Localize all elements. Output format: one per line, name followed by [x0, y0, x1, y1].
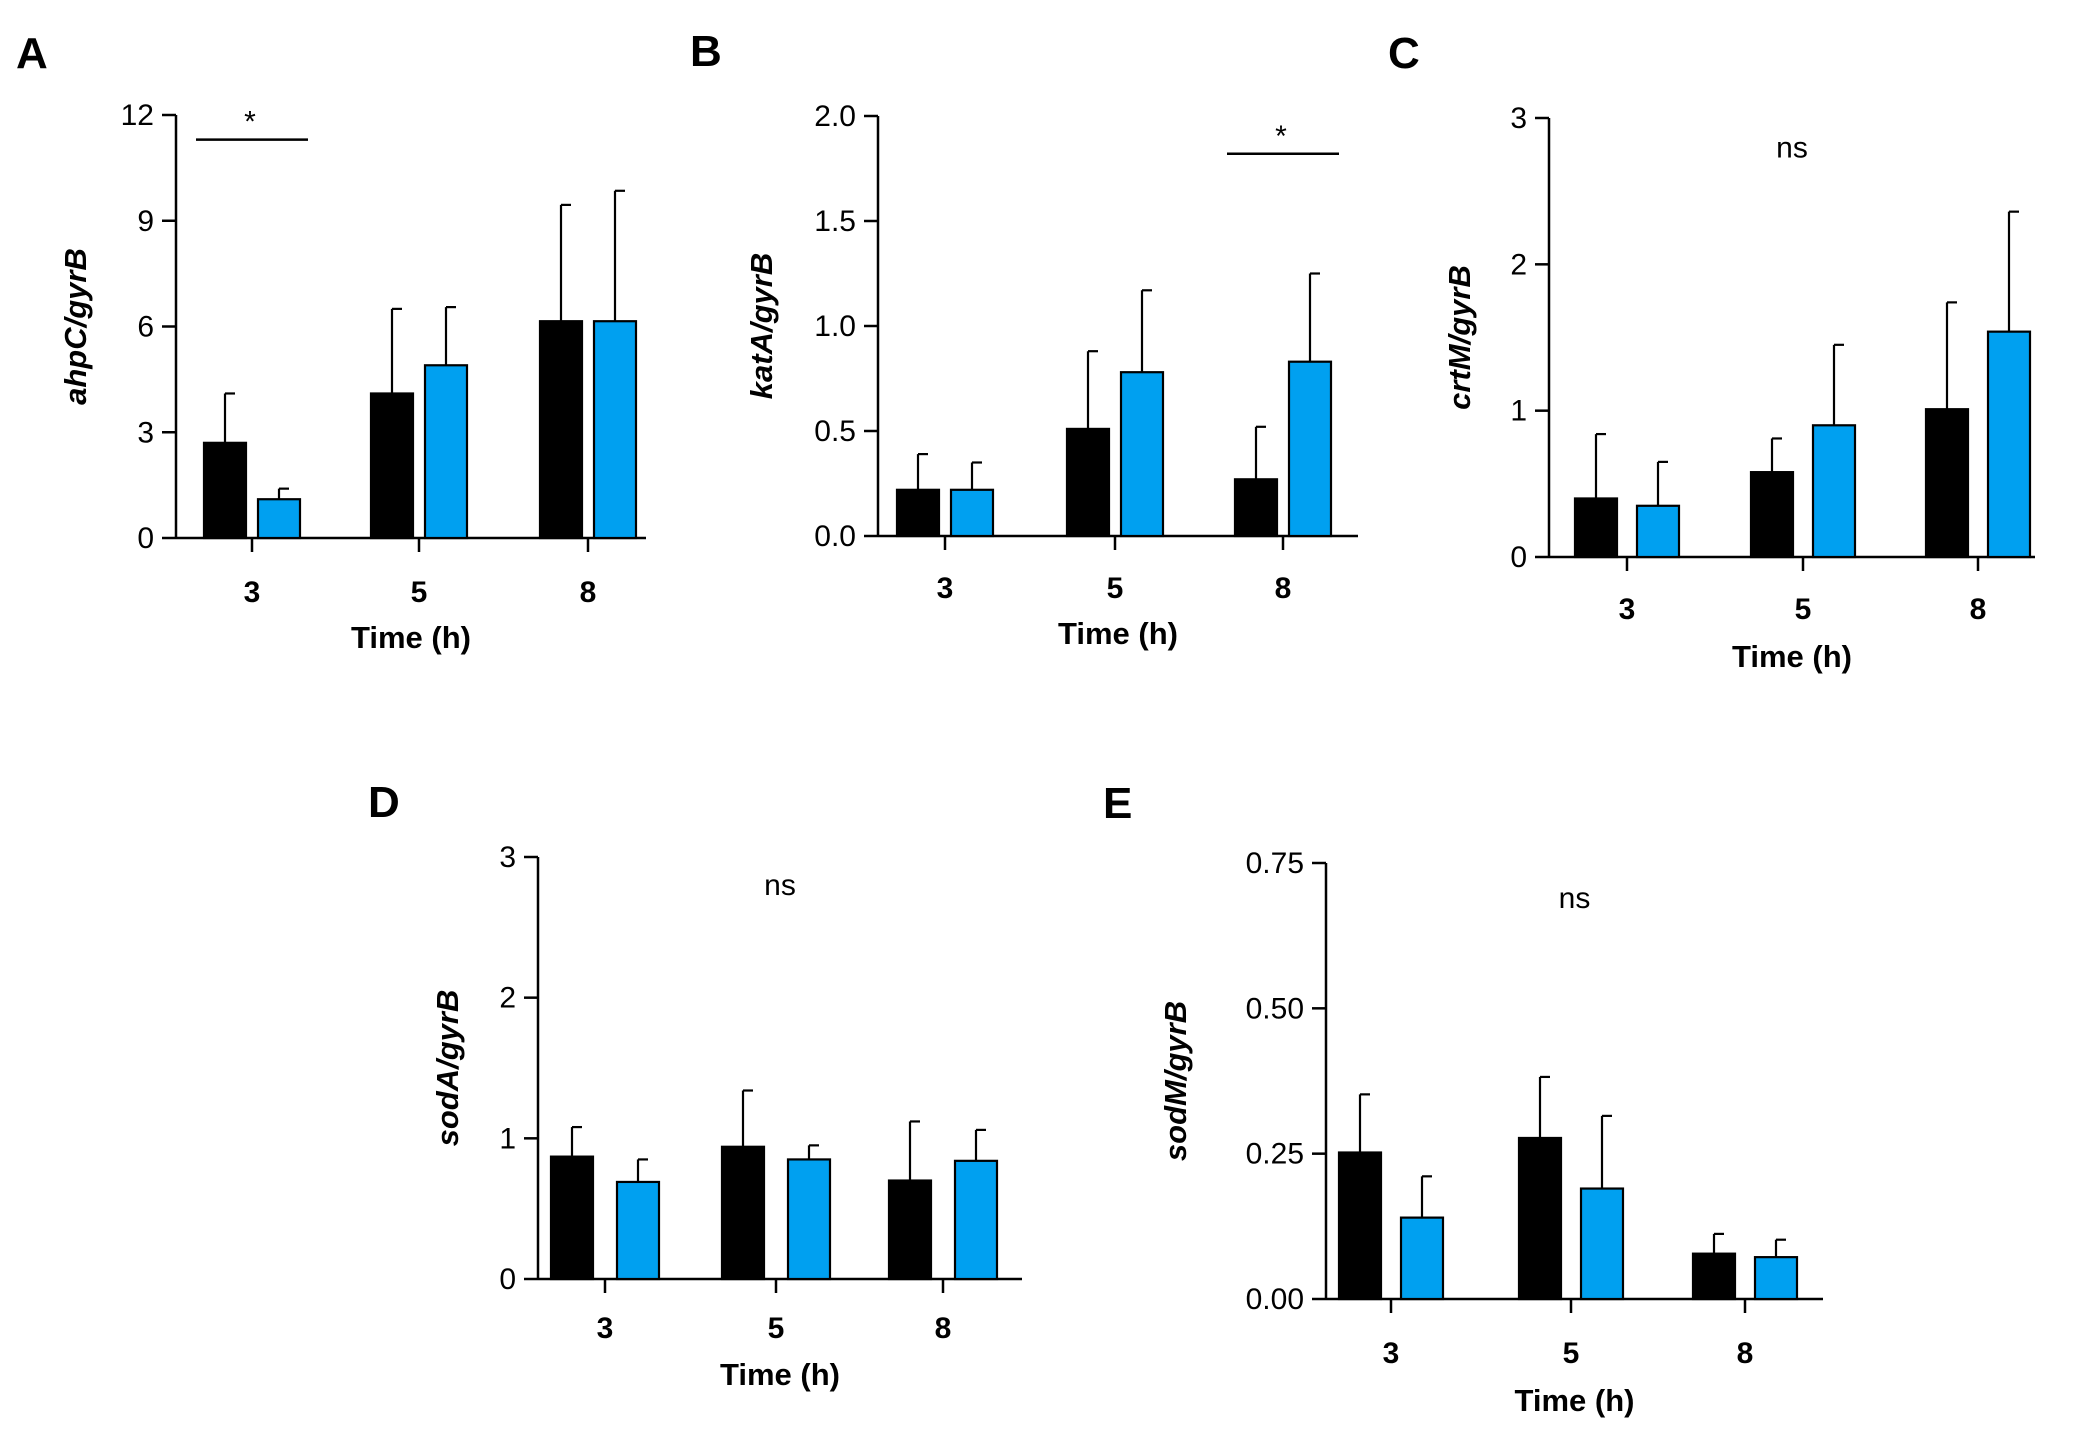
bar-black-5 — [1517, 1136, 1563, 1301]
x-axis-title: Time (h) — [1058, 616, 1178, 651]
x-tick-label: 8 — [1737, 1337, 1754, 1370]
y-axis-title: ahpC/gyrB — [58, 248, 93, 405]
x-tick-label: 8 — [1970, 593, 1987, 626]
bar-black-8 — [538, 320, 584, 540]
panel-a: A 0 3 6 9 12 3 5 8 * Time (h) ahpC/gyrB — [16, 29, 646, 655]
bar-black-3 — [1573, 497, 1619, 559]
bar-blue-3 — [256, 498, 302, 540]
y-tick-label: 0.75 — [1246, 847, 1304, 880]
y-tick-label: 12 — [121, 99, 154, 132]
panel-letter: C — [1388, 29, 1420, 78]
x-tick-label: 3 — [1383, 1337, 1400, 1370]
bar-blue-3 — [949, 488, 995, 538]
bar-blue-5 — [786, 1158, 832, 1281]
bar-blue-5 — [1579, 1187, 1625, 1301]
x-tick-label: 8 — [1275, 572, 1292, 605]
y-axis-title: katA/gyrB — [744, 253, 779, 399]
panel-b: B 0.0 0.5 1.0 1.5 2.0 3 5 8 * Time (h) katA/gyrB — [690, 27, 1358, 651]
y-axis-title: sodM/gyrB — [1158, 1001, 1193, 1161]
bar-blue-8 — [1287, 360, 1333, 538]
bar-blue-3 — [1399, 1216, 1445, 1301]
y-tick-label: 0 — [499, 1263, 516, 1296]
y-tick-label: 0.50 — [1246, 992, 1304, 1025]
panel-c: C 0 1 2 3 3 5 8 ns Time (h) crtM/gyrB — [1388, 29, 2035, 674]
y-tick-label: 0.5 — [814, 415, 856, 448]
y-tick-label: 2 — [1510, 248, 1527, 281]
x-axis-title: Time (h) — [720, 1357, 840, 1392]
bar-black-5 — [720, 1145, 766, 1281]
panel-letter: D — [368, 778, 400, 827]
x-tick-label: 5 — [1563, 1337, 1580, 1370]
y-tick-label: 0 — [137, 522, 154, 555]
bar-black-8 — [1233, 478, 1279, 538]
panel-letter: B — [690, 27, 722, 76]
bar-blue-8 — [1986, 330, 2032, 559]
x-tick-label: 8 — [935, 1312, 952, 1345]
y-tick-label: 3 — [1510, 102, 1527, 135]
y-tick-label: 0.0 — [814, 520, 856, 553]
panel-letter: A — [16, 29, 48, 78]
bar-black-5 — [1065, 427, 1111, 538]
bar-blue-8 — [592, 320, 638, 540]
bar-black-5 — [369, 392, 415, 540]
y-tick-label: 0.00 — [1246, 1283, 1304, 1316]
y-tick-label: 0.25 — [1246, 1138, 1304, 1171]
significance-label: ns — [764, 869, 796, 902]
y-tick-label: 9 — [137, 205, 154, 238]
x-tick-label: 5 — [768, 1312, 785, 1345]
bar-blue-5 — [1119, 371, 1165, 538]
bar-blue-3 — [1635, 504, 1681, 559]
x-tick-label: 3 — [244, 576, 261, 609]
x-axis-title: Time (h) — [1515, 1383, 1635, 1418]
panel-d: D 0 1 2 3 3 5 8 ns Time (h) sodA/gyrB — [368, 778, 1022, 1392]
bar-blue-5 — [1811, 424, 1857, 559]
bar-black-8 — [887, 1179, 933, 1281]
significance-label: * — [1275, 120, 1287, 153]
bar-black-3 — [1337, 1151, 1383, 1301]
y-axis-title: sodA/gyrB — [430, 990, 465, 1147]
bar-black-3 — [202, 441, 248, 540]
y-tick-label: 1.0 — [814, 310, 856, 343]
panel-letter: E — [1103, 779, 1132, 828]
bar-black-8 — [1691, 1252, 1737, 1301]
panel-e: E 0.00 0.25 0.50 0.75 3 5 8 ns Time (h) sodM/gyrB — [1103, 779, 1823, 1418]
y-tick-label: 2.0 — [814, 100, 856, 133]
x-tick-label: 3 — [1619, 593, 1636, 626]
y-tick-label: 6 — [137, 311, 154, 344]
bar-blue-8 — [1753, 1256, 1799, 1301]
bar-black-8 — [1924, 408, 1970, 559]
x-axis-title: Time (h) — [1732, 639, 1852, 674]
y-tick-label: 1.5 — [814, 205, 856, 238]
significance-label: ns — [1776, 131, 1808, 164]
bar-black-3 — [895, 488, 941, 538]
y-tick-label: 1 — [499, 1122, 516, 1155]
bar-black-5 — [1749, 471, 1795, 559]
bar-blue-8 — [953, 1159, 999, 1281]
y-tick-label: 3 — [137, 416, 154, 449]
x-tick-label: 3 — [937, 572, 954, 605]
x-tick-label: 5 — [411, 576, 428, 609]
y-tick-label: 1 — [1510, 395, 1527, 428]
y-tick-label: 2 — [499, 982, 516, 1015]
y-tick-label: 0 — [1510, 541, 1527, 574]
significance-label: * — [244, 106, 256, 139]
bar-black-3 — [549, 1155, 595, 1281]
x-tick-label: 5 — [1795, 593, 1812, 626]
x-tick-label: 5 — [1107, 572, 1124, 605]
y-tick-label: 3 — [499, 841, 516, 874]
significance-label: ns — [1559, 882, 1591, 915]
x-axis-title: Time (h) — [351, 620, 471, 655]
y-axis-title: crtM/gyrB — [1442, 265, 1477, 410]
bar-blue-5 — [423, 364, 469, 540]
x-tick-label: 3 — [597, 1312, 614, 1345]
x-tick-label: 8 — [580, 576, 597, 609]
bar-blue-3 — [615, 1180, 661, 1281]
